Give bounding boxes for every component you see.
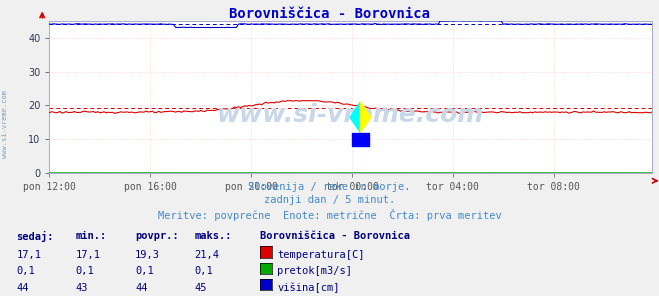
Text: maks.:: maks.: <box>194 231 232 241</box>
Text: 0,1: 0,1 <box>194 266 213 276</box>
Polygon shape <box>352 133 369 146</box>
Polygon shape <box>350 102 360 133</box>
Text: 44: 44 <box>135 283 148 293</box>
Text: višina[cm]: višina[cm] <box>277 283 340 293</box>
Text: Meritve: povprečne  Enote: metrične  Črta: prva meritev: Meritve: povprečne Enote: metrične Črta:… <box>158 209 501 221</box>
Text: www.si-vreme.com: www.si-vreme.com <box>2 90 9 158</box>
Text: 21,4: 21,4 <box>194 250 219 260</box>
Text: Borovniščica - Borovnica: Borovniščica - Borovnica <box>229 7 430 21</box>
Text: 45: 45 <box>194 283 207 293</box>
Text: www.si-vreme.com: www.si-vreme.com <box>217 103 484 127</box>
Text: 17,1: 17,1 <box>76 250 101 260</box>
Text: 0,1: 0,1 <box>135 266 154 276</box>
Text: 0,1: 0,1 <box>76 266 94 276</box>
Text: min.:: min.: <box>76 231 107 241</box>
Text: pretok[m3/s]: pretok[m3/s] <box>277 266 353 276</box>
Text: zadnji dan / 5 minut.: zadnji dan / 5 minut. <box>264 195 395 205</box>
Text: 44: 44 <box>16 283 29 293</box>
Text: 17,1: 17,1 <box>16 250 42 260</box>
Text: 43: 43 <box>76 283 88 293</box>
Polygon shape <box>360 102 371 133</box>
Text: sedaj:: sedaj: <box>16 231 54 242</box>
Text: 19,3: 19,3 <box>135 250 160 260</box>
Text: povpr.:: povpr.: <box>135 231 179 241</box>
Text: Borovniščica - Borovnica: Borovniščica - Borovnica <box>260 231 411 241</box>
Text: temperatura[C]: temperatura[C] <box>277 250 365 260</box>
Text: 0,1: 0,1 <box>16 266 35 276</box>
Text: Slovenija / reke in morje.: Slovenija / reke in morje. <box>248 182 411 192</box>
